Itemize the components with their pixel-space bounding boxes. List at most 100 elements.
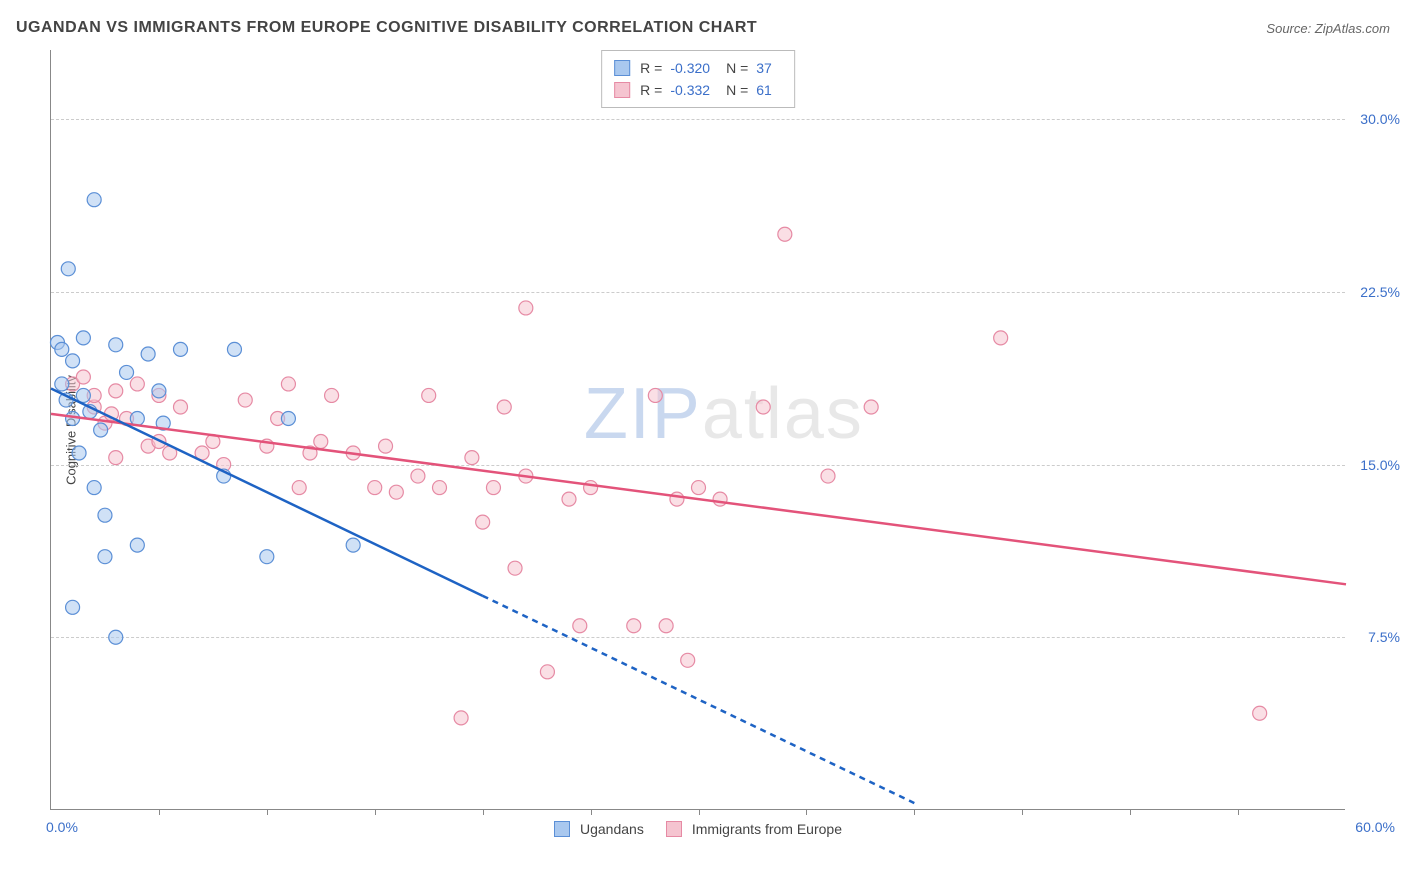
- data-point: [87, 481, 101, 495]
- data-point: [66, 600, 80, 614]
- source-value: ZipAtlas.com: [1315, 21, 1390, 36]
- x-tick: [699, 809, 700, 815]
- chart-title: UGANDAN VS IMMIGRANTS FROM EUROPE COGNIT…: [16, 19, 757, 37]
- data-point: [659, 619, 673, 633]
- data-point: [55, 377, 69, 391]
- y-tick-label: 22.5%: [1360, 284, 1400, 300]
- scatter-svg: [51, 50, 1345, 809]
- data-point: [1253, 706, 1267, 720]
- swatch-series-a: [554, 821, 570, 837]
- data-point: [55, 342, 69, 356]
- x-tick: [267, 809, 268, 815]
- data-point: [465, 451, 479, 465]
- stats-legend: R = -0.320 N = 37 R = -0.332 N = 61: [601, 50, 795, 108]
- data-point: [109, 630, 123, 644]
- n-label: N =: [726, 79, 748, 101]
- data-point: [379, 439, 393, 453]
- data-point: [486, 481, 500, 495]
- chart-source: Source: ZipAtlas.com: [1266, 21, 1390, 36]
- data-point: [411, 469, 425, 483]
- data-point: [422, 388, 436, 402]
- data-point: [368, 481, 382, 495]
- data-point: [994, 331, 1008, 345]
- x-tick: [1022, 809, 1023, 815]
- swatch-series-b: [666, 821, 682, 837]
- data-point: [66, 354, 80, 368]
- series-a-n-value: 37: [756, 57, 772, 79]
- data-point: [562, 492, 576, 506]
- trend-line: [483, 596, 915, 803]
- source-label: Source:: [1266, 21, 1311, 36]
- data-point: [281, 377, 295, 391]
- data-point: [476, 515, 490, 529]
- y-tick-label: 7.5%: [1368, 629, 1400, 645]
- data-point: [681, 653, 695, 667]
- series-a-name: Ugandans: [580, 821, 644, 837]
- x-tick: [375, 809, 376, 815]
- data-point: [670, 492, 684, 506]
- r-label: R =: [640, 57, 662, 79]
- data-point: [281, 411, 295, 425]
- n-label: N =: [726, 57, 748, 79]
- data-point: [325, 388, 339, 402]
- data-point: [778, 227, 792, 241]
- data-point: [292, 481, 306, 495]
- trend-line: [51, 414, 1346, 584]
- plot-area: Cognitive Disability 7.5%15.0%22.5%30.0%…: [50, 50, 1345, 810]
- data-point: [76, 331, 90, 345]
- series-b-n-value: 61: [756, 79, 772, 101]
- data-point: [454, 711, 468, 725]
- y-tick-label: 30.0%: [1360, 111, 1400, 127]
- data-point: [227, 342, 241, 356]
- data-point: [94, 423, 108, 437]
- y-tick-label: 15.0%: [1360, 457, 1400, 473]
- x-tick: [483, 809, 484, 815]
- r-label: R =: [640, 79, 662, 101]
- legend-item-series-a: Ugandans: [554, 821, 644, 837]
- data-point: [87, 193, 101, 207]
- data-point: [692, 481, 706, 495]
- stats-row-series-a: R = -0.320 N = 37: [614, 57, 782, 79]
- data-point: [130, 377, 144, 391]
- data-point: [756, 400, 770, 414]
- data-point: [120, 365, 134, 379]
- data-point: [98, 508, 112, 522]
- data-point: [98, 550, 112, 564]
- data-point: [76, 370, 90, 384]
- data-point: [648, 388, 662, 402]
- data-point: [389, 485, 403, 499]
- data-point: [433, 481, 447, 495]
- x-axis-max-label: 60.0%: [1355, 819, 1395, 835]
- x-tick: [1238, 809, 1239, 815]
- data-point: [519, 301, 533, 315]
- data-point: [540, 665, 554, 679]
- series-a-r-value: -0.320: [670, 57, 710, 79]
- data-point: [573, 619, 587, 633]
- data-point: [174, 400, 188, 414]
- data-point: [130, 538, 144, 552]
- x-tick: [159, 809, 160, 815]
- data-point: [72, 446, 86, 460]
- data-point: [864, 400, 878, 414]
- stats-row-series-b: R = -0.332 N = 61: [614, 79, 782, 101]
- data-point: [61, 262, 75, 276]
- x-axis-min-label: 0.0%: [46, 819, 78, 835]
- series-b-r-value: -0.332: [670, 79, 710, 101]
- data-point: [497, 400, 511, 414]
- x-tick: [591, 809, 592, 815]
- data-point: [627, 619, 641, 633]
- data-point: [314, 435, 328, 449]
- data-point: [713, 492, 727, 506]
- x-tick: [1130, 809, 1131, 815]
- series-b-name: Immigrants from Europe: [692, 821, 842, 837]
- data-point: [141, 347, 155, 361]
- data-point: [508, 561, 522, 575]
- series-legend: Ugandans Immigrants from Europe: [554, 821, 842, 837]
- swatch-series-b: [614, 82, 630, 98]
- data-point: [152, 384, 166, 398]
- data-point: [238, 393, 252, 407]
- data-point: [346, 538, 360, 552]
- x-tick: [806, 809, 807, 815]
- swatch-series-a: [614, 60, 630, 76]
- data-point: [174, 342, 188, 356]
